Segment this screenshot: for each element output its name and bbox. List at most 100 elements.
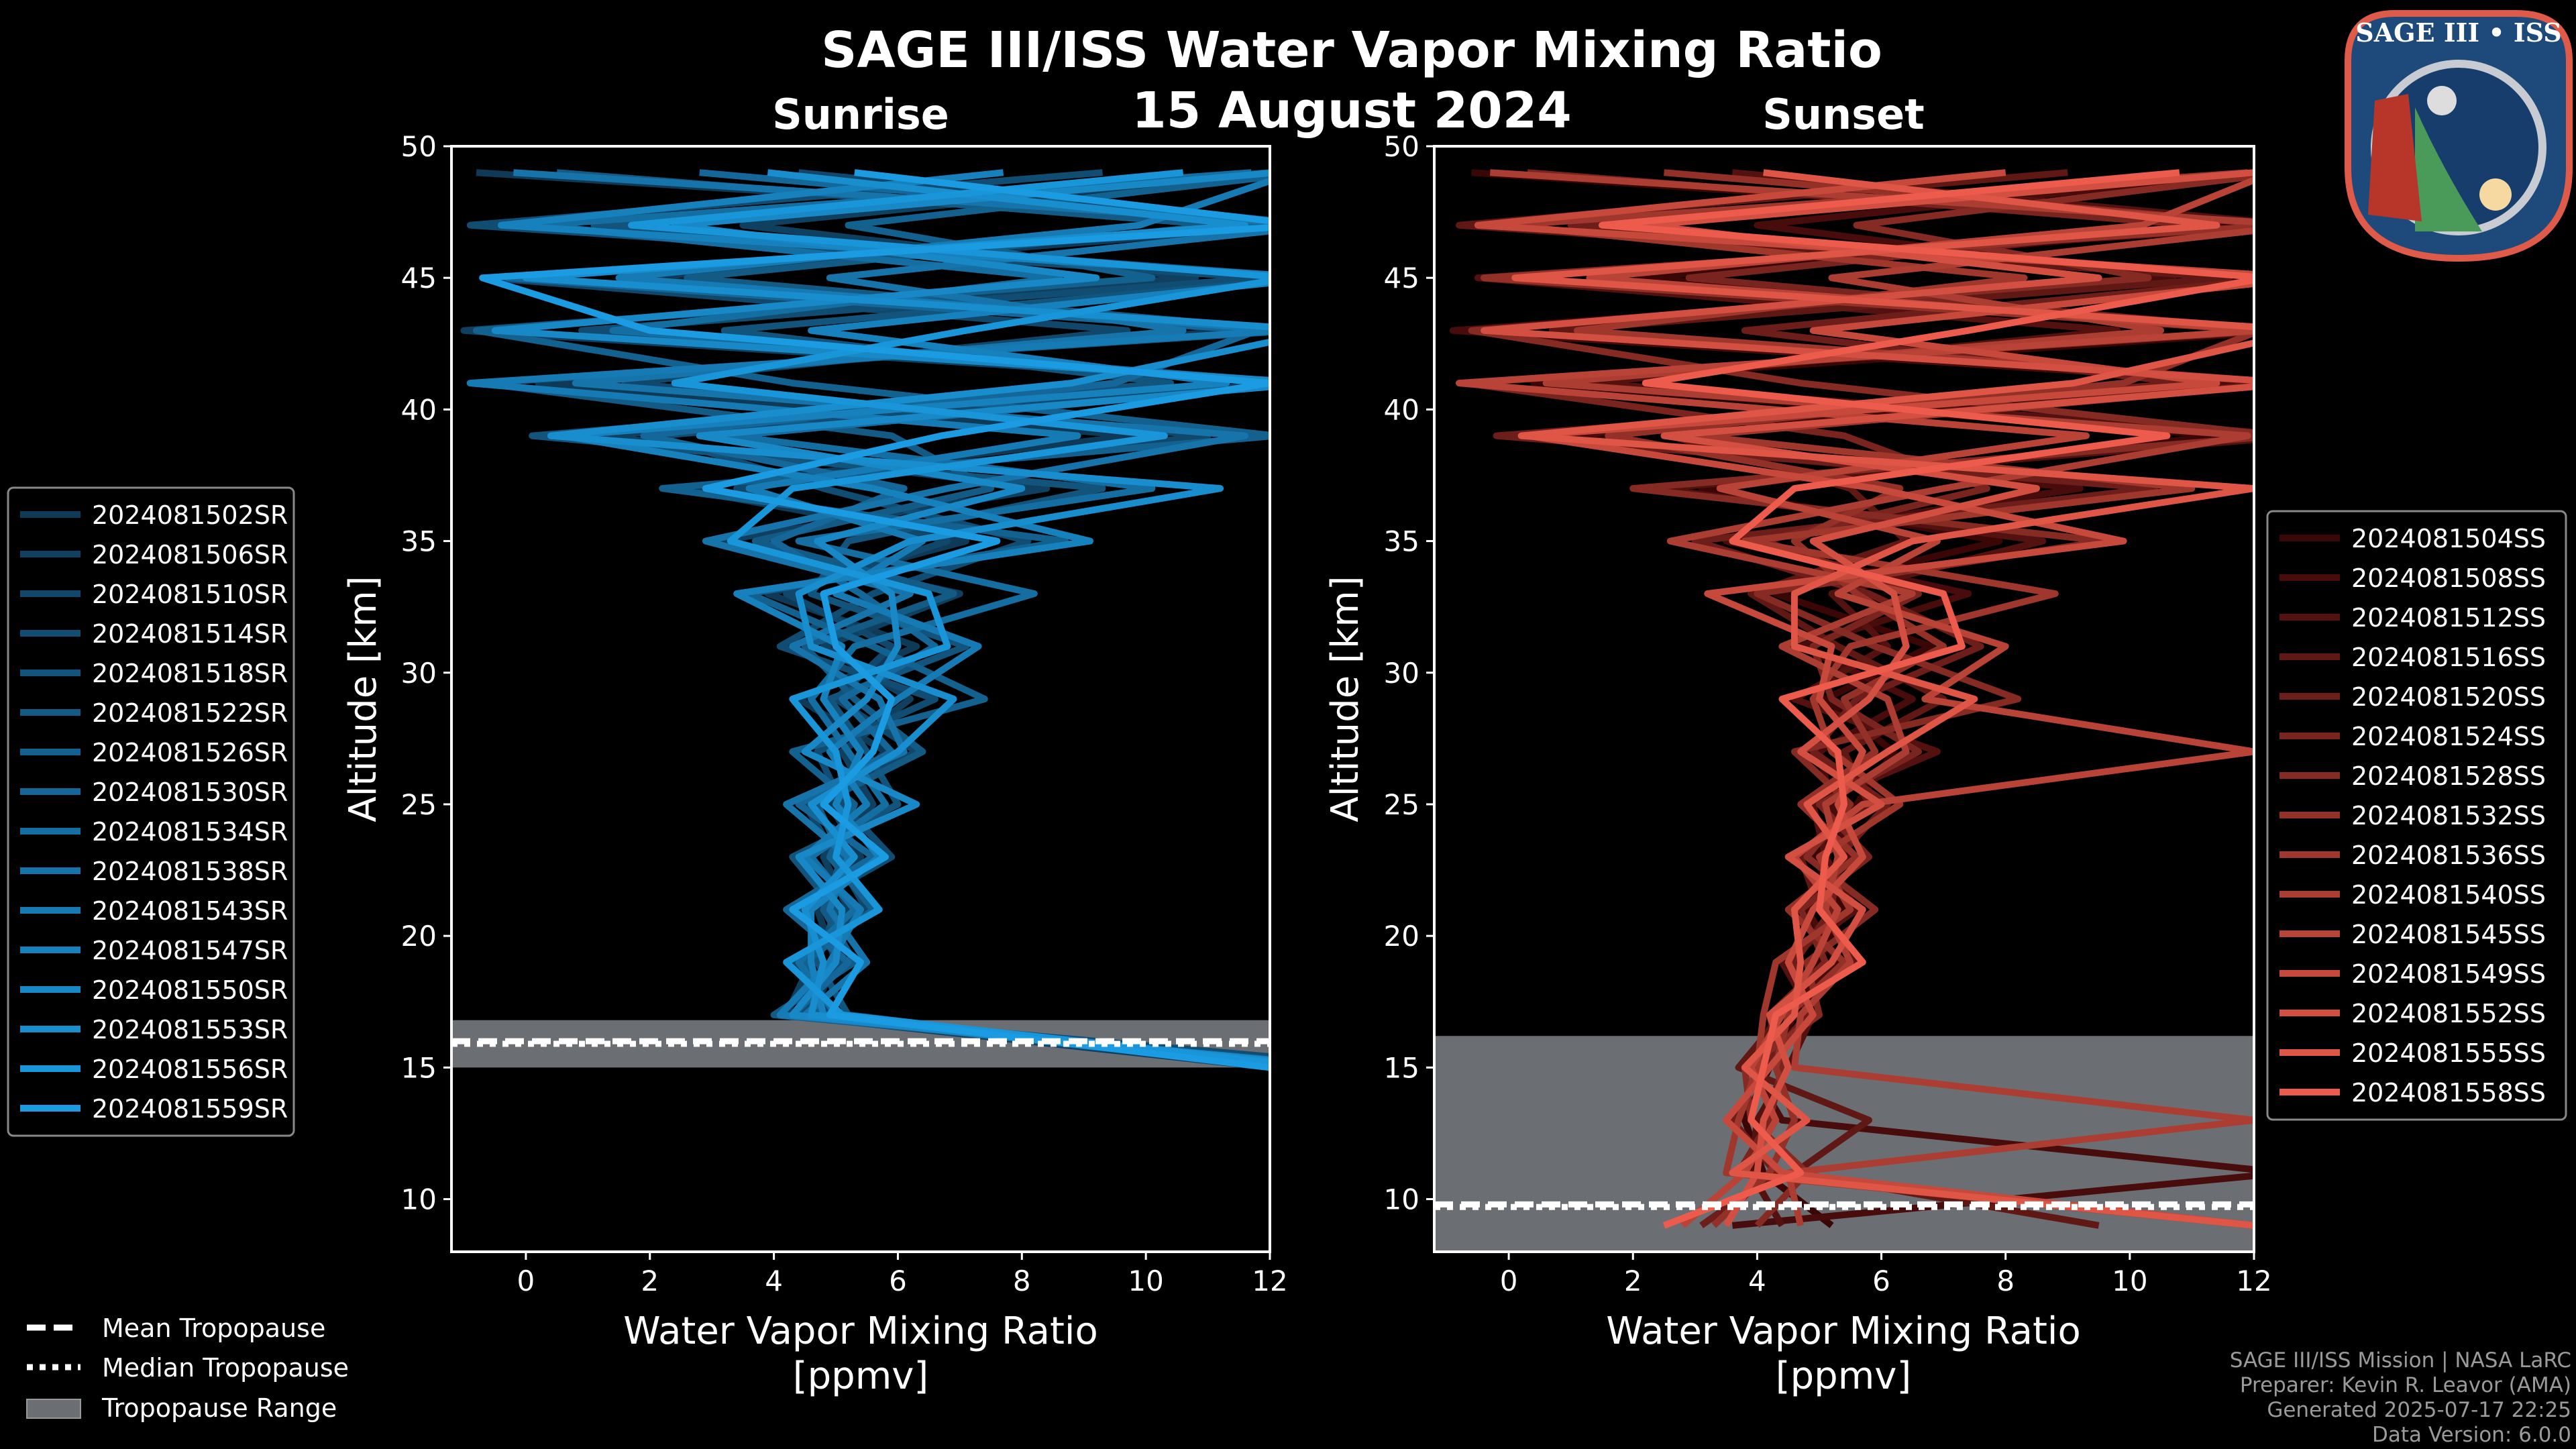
sunset-panel: 0 2 4 6 8 10 12 10 15 20 25 30 35 40 45 50 <box>1384 130 2272 1297</box>
sunrise-legend: 2024081502SR 2024081506SR 2024081510SR 2024… <box>7 486 295 1137</box>
sunset-legend-label: 2024081536SS <box>2351 841 2546 870</box>
sunset-legend-label: 2024081540SS <box>2351 880 2546 910</box>
sunset-legend-label: 2024081504SS <box>2351 524 2546 553</box>
sunset-xtick-label: 10 <box>2112 1265 2147 1297</box>
sunrise-legend-label: 2024081506SR <box>92 540 288 570</box>
sunset-legend-label: 2024081555SS <box>2351 1038 2546 1068</box>
sunrise-legend-box <box>7 486 295 1137</box>
sunset-xtick-label: 6 <box>1872 1265 1890 1297</box>
sunset-ytick-label: 10 <box>1384 1183 1419 1216</box>
sunset-xlabel-units: [ppmv] <box>1776 1354 1911 1398</box>
sunset-legend-label: 2024081545SS <box>2351 920 2546 949</box>
sunset-ytick-label: 35 <box>1384 525 1419 558</box>
sunrise-profile-2024081553SR <box>522 169 1270 1065</box>
sunrise-ytick-label: 35 <box>401 525 437 558</box>
credit-generated: Generated 2025-07-17 22:25 <box>2267 1398 2571 1422</box>
sunrise-legend-label: 2024081522SR <box>92 698 288 728</box>
sunrise-xtick-label: 8 <box>1013 1265 1031 1297</box>
sunrise-legend-label: 2024081538SR <box>92 857 288 886</box>
sunrise-profile-2024081543SR <box>466 177 1270 1063</box>
tropopause-legend: Mean Tropopause Median Tropopause Tropop… <box>26 1313 349 1423</box>
sunset-ytick-label: 15 <box>1384 1051 1419 1084</box>
sunset-legend-label: 2024081552SS <box>2351 999 2546 1028</box>
sunset-ylabel: Altitude [km] <box>1324 576 1367 822</box>
credit-preparer: Preparer: Kevin R. Leavor (AMA) <box>2240 1373 2571 1397</box>
sunset-xtick-label: 4 <box>1748 1265 1766 1297</box>
sunrise-ytick-label: 50 <box>401 130 437 163</box>
sunset-legend: 2024081504SS 2024081508SS 2024081512SS 2024… <box>2266 510 2567 1121</box>
sunrise-legend-label: 2024081502SR <box>92 500 288 530</box>
figure-title: SAGE III/ISS Water Vapor Mixing Ratio <box>821 21 1882 79</box>
sunrise-ytick-label: 40 <box>401 393 437 426</box>
sunset-legend-label: 2024081549SS <box>2351 959 2546 989</box>
sunset-panel-title: Sunset <box>1762 90 1925 139</box>
sunrise-legend-label: 2024081559SR <box>92 1094 288 1124</box>
sunrise-legend-label: 2024081556SR <box>92 1055 288 1084</box>
sage-iii-iss-logo: SAGE III • ISS <box>2345 10 2573 262</box>
sunset-profile-2024081555SS <box>1511 169 2254 1229</box>
sunrise-ytick-label: 30 <box>401 657 437 690</box>
credit-mission: SAGE III/ISS Mission | NASA LaRC <box>2230 1348 2571 1373</box>
sunset-xtick-label: 8 <box>1996 1265 2015 1297</box>
sunrise-xtick-label: 6 <box>889 1265 907 1297</box>
sunset-ytick-label: 40 <box>1384 393 1419 426</box>
sunset-legend-box <box>2266 510 2567 1121</box>
sunrise-legend-label: 2024081526SR <box>92 738 288 767</box>
sunrise-panel: 0 2 4 6 8 10 12 10 15 20 25 30 35 40 45 50 <box>401 130 1288 1297</box>
sunset-legend-label: 2024081508SS <box>2351 564 2546 593</box>
tropopause-range-swatch <box>26 1399 81 1419</box>
sunrise-legend-label: 2024081553SR <box>92 1015 288 1044</box>
sunset-profile-2024081558SS <box>1599 169 2254 1229</box>
sunrise-axes-frame <box>450 145 1271 1253</box>
sunrise-legend-label: 2024081514SR <box>92 619 288 649</box>
sunset-legend-label: 2024081528SS <box>2351 761 2546 791</box>
sunrise-ytick-label: 45 <box>401 262 437 294</box>
sunrise-ytick-label: 25 <box>401 788 437 821</box>
sunrise-legend-label: 2024081543SR <box>92 896 288 926</box>
sunset-legend-label: 2024081532SS <box>2351 801 2546 830</box>
sunset-ytick-label: 25 <box>1384 788 1419 821</box>
sunrise-legend-label: 2024081534SR <box>92 817 288 847</box>
sunrise-xlabel: Water Vapor Mixing Ratio <box>623 1309 1097 1353</box>
sunset-ytick-label: 50 <box>1384 130 1419 163</box>
sunrise-legend-label: 2024081510SR <box>92 580 288 609</box>
sunrise-profile-2024081547SR <box>497 169 1270 1071</box>
sunrise-legend-label: 2024081547SR <box>92 936 288 965</box>
median-tropopause-label: Median Tropopause <box>102 1353 349 1383</box>
sunset-xlabel: Water Vapor Mixing Ratio <box>1606 1309 2080 1353</box>
sunrise-profile-2024081518SR <box>529 169 1270 1070</box>
sunrise-ylabel: Altitude [km] <box>341 576 385 822</box>
sunrise-legend-label: 2024081530SR <box>92 777 288 807</box>
sunrise-profile-2024081559SR <box>479 169 1270 1071</box>
sunrise-panel-title: Sunrise <box>772 90 949 139</box>
sunrise-xtick-label: 4 <box>765 1265 783 1297</box>
sunset-xtick-label: 12 <box>2236 1265 2271 1297</box>
sunrise-legend-label: 2024081518SR <box>92 659 288 688</box>
sunset-legend-label: 2024081524SS <box>2351 722 2546 751</box>
sunset-ytick-label: 20 <box>1384 920 1419 953</box>
sunset-xtick-label: 2 <box>1624 1265 1642 1297</box>
mean-tropopause-label: Mean Tropopause <box>102 1313 325 1343</box>
sunset-legend-label: 2024081558SS <box>2351 1078 2546 1108</box>
sunrise-ytick-label: 15 <box>401 1051 437 1084</box>
figure-date: 15 August 2024 <box>1132 82 1572 140</box>
sunset-xtick-label: 0 <box>1500 1265 1518 1297</box>
credits: SAGE III/ISS Mission | NASA LaRC Prepare… <box>2230 1348 2571 1447</box>
sunset-axes-frame <box>1433 145 2255 1253</box>
sunset-ytick-label: 30 <box>1384 657 1419 690</box>
sunrise-xtick-label: 10 <box>1128 1265 1163 1297</box>
sunrise-xtick-label: 0 <box>517 1265 535 1297</box>
sunrise-ytick-label: 20 <box>401 920 437 953</box>
sunset-legend-label: 2024081512SS <box>2351 603 2546 633</box>
sunrise-xtick-label: 2 <box>641 1265 659 1297</box>
sunrise-xlabel-units: [ppmv] <box>793 1354 928 1398</box>
credit-data-version: Data Version: 6.0.0 <box>2372 1423 2571 1447</box>
logo-text: SAGE III • ISS <box>2355 17 2561 48</box>
sunset-legend-label: 2024081520SS <box>2351 682 2546 712</box>
sunset-legend-label: 2024081516SS <box>2351 643 2546 672</box>
sunrise-xtick-label: 12 <box>1252 1265 1287 1297</box>
sunrise-legend-label: 2024081550SR <box>92 975 288 1005</box>
sunset-profile-2024081552SS <box>1481 169 2254 1228</box>
tropopause-range-label: Tropopause Range <box>101 1393 337 1423</box>
